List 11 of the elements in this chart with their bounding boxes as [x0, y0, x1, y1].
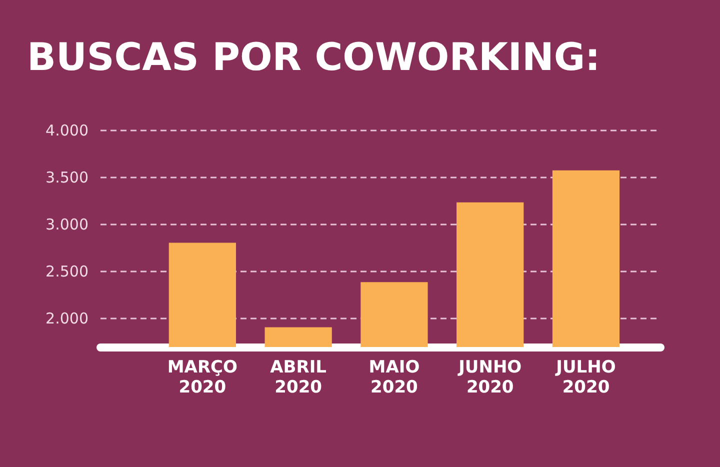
y-tick-label: 3.500	[46, 168, 88, 186]
x-tick-label: MARÇO 2020	[167, 358, 238, 398]
y-tick-label: 3.000	[46, 215, 88, 234]
chart-title: BUSCAS POR COWORKING:	[27, 35, 600, 79]
y-tick-label: 2.500	[46, 262, 88, 280]
x-tick-label: JULHO 2020	[555, 358, 616, 398]
x-tick-label: JUNHO 2020	[458, 358, 522, 398]
x-tick-label: MAIO 2020	[368, 358, 420, 398]
y-tick-label: 4.000	[46, 122, 88, 140]
y-tick-label: 2.000	[46, 309, 88, 328]
x-tick-label: ABRIL 2020	[270, 358, 327, 398]
